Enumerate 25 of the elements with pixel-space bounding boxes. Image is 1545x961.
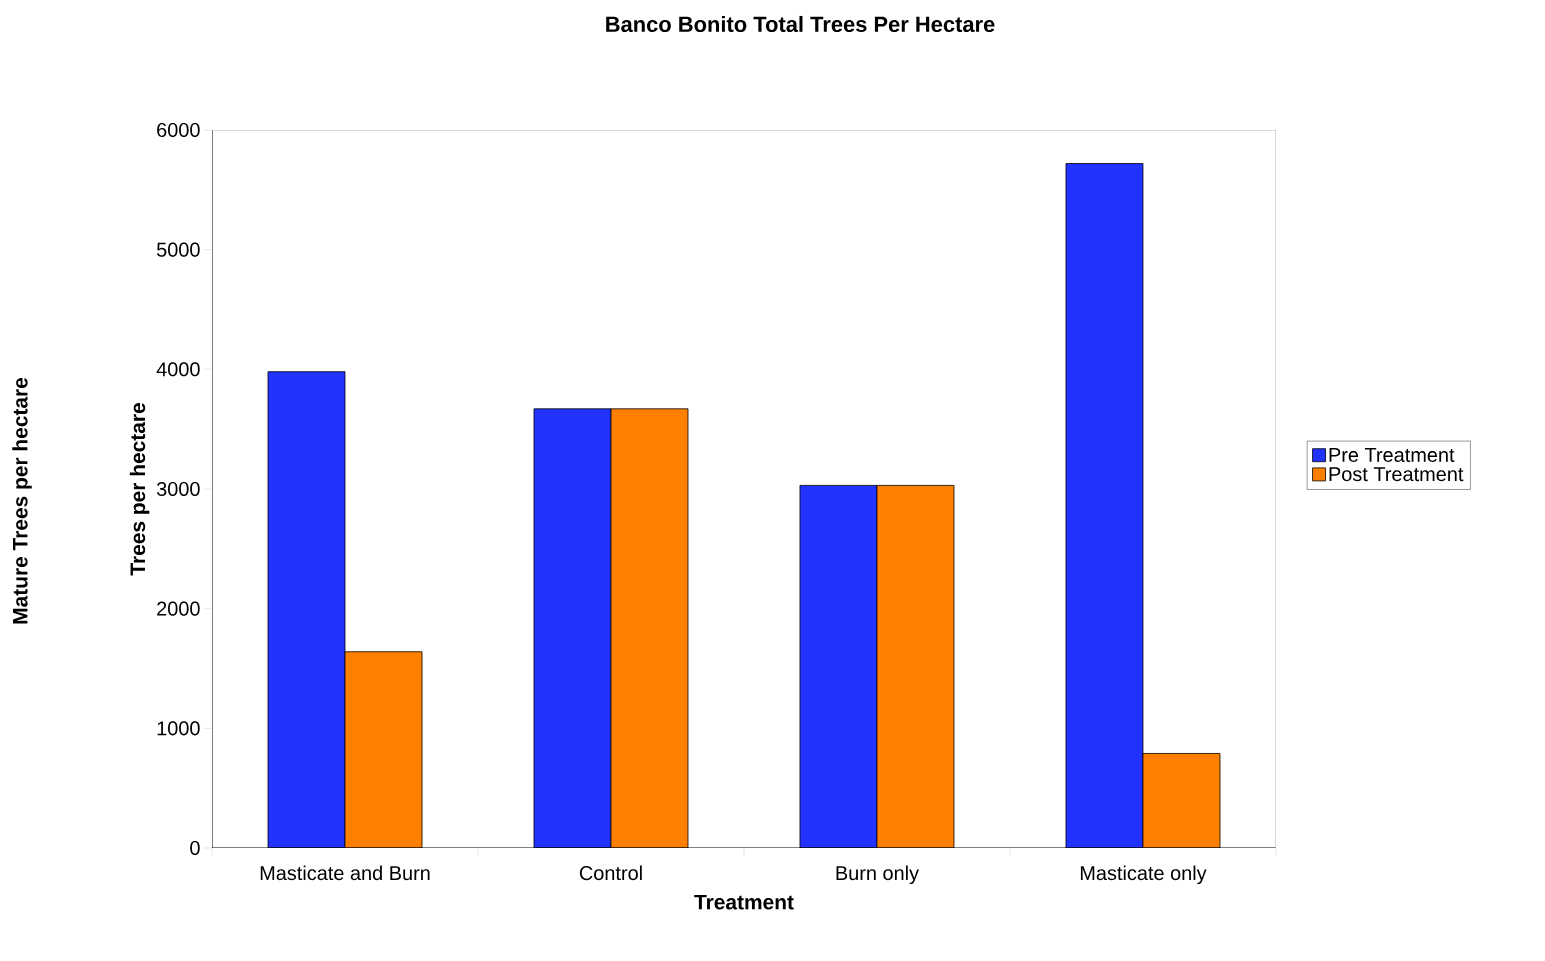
y-tick-label: 0: [190, 840, 200, 856]
bar: [876, 485, 954, 848]
y-tick-label: 6000: [157, 122, 200, 138]
y-tick-label: 2000: [157, 601, 200, 616]
y-tick-label: 1000: [157, 721, 200, 736]
bar: [1065, 163, 1144, 848]
text: Mature Trees per hectare: [12, 377, 32, 624]
bar: [268, 371, 345, 848]
legend-label: Pre Treatment: [1329, 448, 1455, 462]
bar: [610, 408, 688, 848]
y-axis-title: Trees per hectare: [129, 403, 150, 576]
chart-title: Banco Bonito Total Trees Per Hectare: [606, 15, 995, 33]
bar: [799, 485, 877, 848]
x-tick-label: Masticate and Burn: [260, 865, 430, 881]
legend-label: Post Treatment: [1329, 467, 1464, 482]
x-tick-label: Burn only: [836, 865, 919, 885]
bar: [533, 408, 611, 848]
x-tick-label: Masticate only: [1080, 865, 1207, 885]
bar: [345, 651, 422, 848]
x-axis-title: Treatment: [694, 894, 794, 910]
bar: [1142, 753, 1221, 848]
y-tick-label: 5000: [156, 242, 200, 257]
y-tick-label: 3000: [156, 481, 200, 497]
x-tick-label: Control: [579, 865, 642, 881]
y-tick-label: 4000: [156, 362, 200, 377]
